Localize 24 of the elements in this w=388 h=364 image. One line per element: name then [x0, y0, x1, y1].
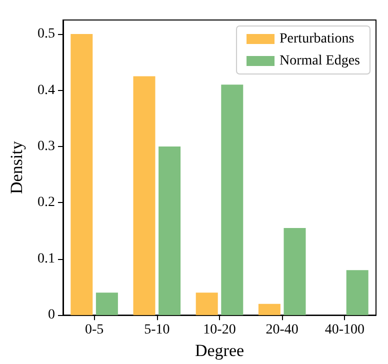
- bar: [221, 84, 244, 316]
- x-tick-label: 20-40: [266, 322, 298, 338]
- y-tick-label: 0.1: [38, 251, 55, 266]
- y-tick-label: 0.4: [38, 82, 55, 98]
- y-axis-title: Density: [7, 140, 26, 194]
- bar: [70, 34, 93, 316]
- bar: [158, 146, 181, 316]
- bar: [284, 228, 306, 316]
- y-tick-label: 0.3: [38, 138, 55, 154]
- legend-label: Perturbations: [280, 32, 354, 46]
- y-tick-label: 0.2: [38, 195, 55, 210]
- legend-label: Normal Edges: [280, 54, 360, 68]
- x-tick-label: 0-5: [84, 322, 104, 338]
- bar: [346, 270, 368, 316]
- bar: [196, 292, 218, 316]
- x-tick-label: 40-100: [324, 322, 365, 338]
- x-tick-label: 10-20: [203, 322, 236, 338]
- x-tick-label: 5-10: [144, 322, 170, 338]
- y-tick-label: 0.5: [38, 26, 55, 42]
- y-tick-label: 0: [48, 308, 55, 323]
- bar: [258, 304, 280, 316]
- bar: [133, 76, 156, 316]
- x-axis-title: Degree: [194, 341, 244, 360]
- bar: [96, 292, 118, 316]
